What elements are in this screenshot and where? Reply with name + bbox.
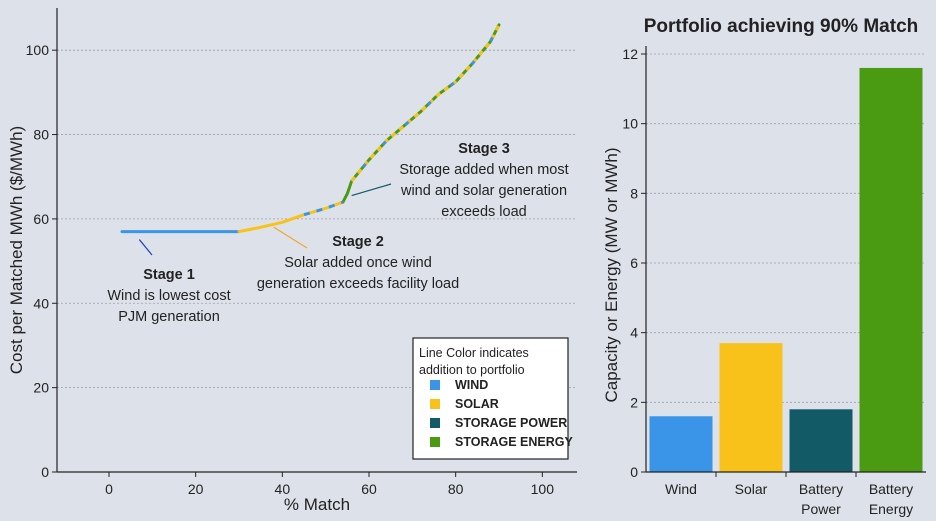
- y-tick-label: 0: [41, 464, 49, 480]
- y-tick-label: 100: [26, 42, 50, 58]
- stage3-text-line: exceeds load: [441, 204, 526, 220]
- x-category-label: Wind: [665, 481, 697, 497]
- stage3-text-line: wind and solar generation: [400, 183, 567, 199]
- y-tick-label: 4: [630, 325, 638, 341]
- x-tick-label: 80: [448, 481, 464, 497]
- y-axis-title: Capacity or Energy (MW or MWh): [602, 147, 621, 402]
- legend-item-label: WIND: [455, 378, 488, 392]
- legend-swatch: [430, 399, 440, 409]
- stage1-text-line: Wind is lowest cost: [107, 288, 230, 304]
- legend-item-label: SOLAR: [455, 397, 499, 411]
- y-tick-label: 2: [630, 394, 638, 410]
- legend-item-label: STORAGE POWER: [455, 416, 567, 430]
- bar-0: [649, 416, 713, 472]
- stage2-heading: Stage 2: [332, 234, 384, 250]
- x-tick-label: 20: [188, 481, 204, 497]
- y-tick-label: 60: [33, 211, 49, 227]
- x-category-label: Solar: [735, 481, 768, 497]
- series-line-mix-overlay: [350, 24, 501, 182]
- x-category-label: Battery: [799, 481, 843, 497]
- series-line-mix-overlay: [350, 24, 501, 182]
- bar-2: [789, 409, 853, 472]
- stage2-text-line: Solar added once wind: [284, 255, 432, 271]
- y-axis-title: Cost per Matched MWh ($/MWh): [7, 126, 26, 374]
- x-axis-title: % Match: [284, 495, 350, 514]
- stage1-leader: [138, 239, 153, 256]
- x-tick-label: 60: [361, 481, 377, 497]
- legend-item-label: STORAGE ENERGY: [455, 435, 574, 449]
- bar-1: [719, 343, 783, 472]
- x-tick-label: 0: [105, 481, 113, 497]
- stage1-text-line: PJM generation: [118, 309, 220, 325]
- y-tick-label: 0: [630, 464, 638, 480]
- y-tick-label: 80: [33, 127, 49, 143]
- x-category-label: Battery: [869, 481, 913, 497]
- bar-3: [859, 67, 923, 472]
- y-tick-label: 10: [622, 116, 638, 132]
- stage1-heading: Stage 1: [143, 267, 195, 283]
- stage2-text-line: generation exceeds facility load: [257, 276, 459, 292]
- y-tick-label: 20: [33, 380, 49, 396]
- legend-swatch: [430, 437, 440, 447]
- x-tick-label: 40: [275, 481, 291, 497]
- x-category-label: Power: [801, 501, 841, 517]
- y-tick-label: 8: [630, 185, 638, 201]
- legend-swatch: [430, 418, 440, 428]
- legend-swatch: [430, 380, 440, 390]
- stage3-text-line: Storage added when most: [399, 162, 568, 178]
- series-line-1: [237, 200, 345, 234]
- stage3-heading: Stage 3: [458, 141, 510, 157]
- x-tick-label: 100: [531, 481, 555, 497]
- stage3-leader: [351, 183, 392, 197]
- legend-title-line: Line Color indicates: [419, 346, 529, 360]
- x-category-label: Energy: [869, 501, 913, 517]
- bar-chart-title: Portfolio achieving 90% Match: [644, 16, 919, 37]
- stage2-leader: [273, 226, 308, 249]
- y-tick-label: 12: [622, 46, 638, 62]
- legend-title-line: addition to portfolio: [419, 363, 525, 377]
- y-tick-label: 40: [33, 295, 49, 311]
- y-tick-label: 6: [630, 255, 638, 271]
